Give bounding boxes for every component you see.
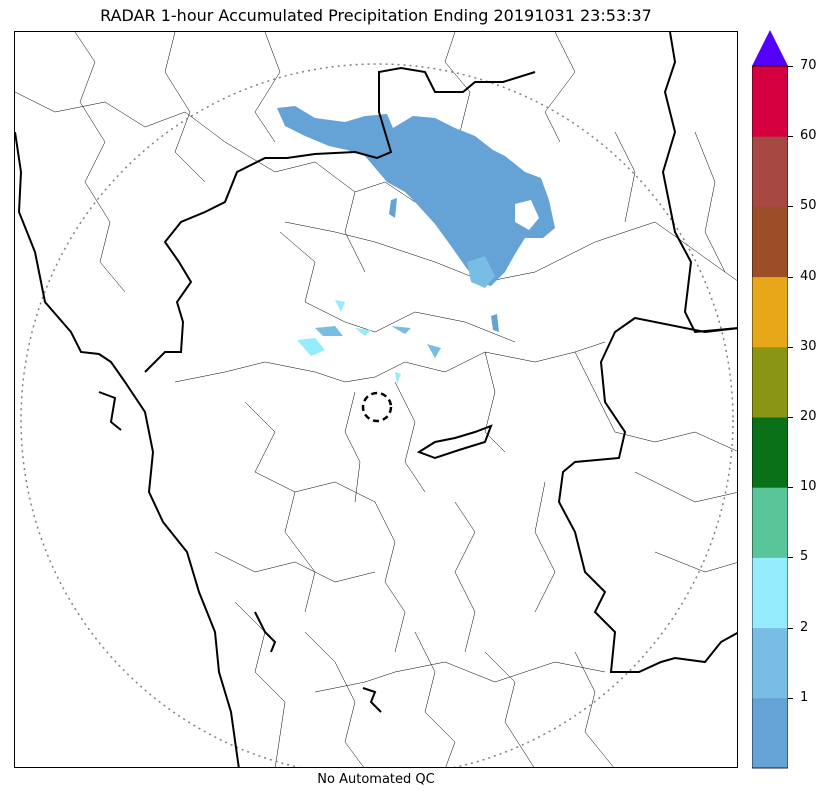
colorbar-frame [752,65,788,769]
colorbar-tick [788,417,793,418]
colorbar-tick [788,487,793,489]
colorbar-tick-label: 2 [800,619,809,635]
radar-map[interactable] [14,31,738,768]
colorbar-tick [788,346,793,348]
colorbar-segment [752,346,788,418]
map-title: RADAR 1-hour Accumulated Precipitation E… [100,6,652,25]
colorbar-segment [752,136,788,207]
colorbar-tick-label: 1 [800,689,809,705]
colorbar-tick-label: 10 [800,479,817,495]
radar-range-ring [20,63,734,767]
colorbar-tick [788,276,793,278]
colorbar-extend-triangle [752,30,788,66]
map-canvas [15,32,737,767]
qc-note: No Automated QC [317,772,435,787]
colorbar-segment [752,697,788,769]
colorbar-tick-label: 50 [800,198,817,214]
colorbar-tick [788,557,793,559]
colorbar-tick-label: 40 [800,268,817,284]
colorbar-segments [752,66,788,769]
colorbar-tick [788,66,793,67]
colorbar-tick [788,136,793,138]
colorbar [752,30,788,769]
colorbar-tick-label: 30 [800,338,817,354]
colorbar-segment [752,417,788,488]
colorbar-segment [752,276,788,348]
colorbar-max-label: 70 [800,58,817,73]
radar-site-marker [361,391,393,423]
colorbar-segment [752,557,788,629]
district-boundaries [15,32,737,767]
state-boundaries [15,32,737,767]
colorbar-tick-label: 5 [800,549,809,565]
colorbar-tick-label: 60 [800,128,817,144]
colorbar-segment [752,206,788,278]
colorbar-tick-label: 20 [800,409,817,424]
precipitation-areas [277,106,555,384]
colorbar-tick [788,206,793,208]
colorbar-tick [788,697,793,699]
colorbar-segment [752,487,788,558]
colorbar-segment [752,66,788,137]
colorbar-segment [752,627,788,699]
colorbar-tick [788,627,793,629]
